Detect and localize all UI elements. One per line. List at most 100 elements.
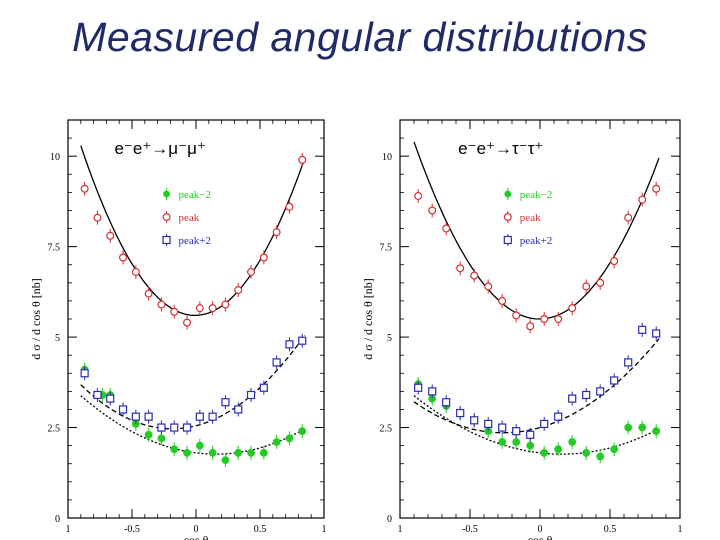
data-point xyxy=(183,448,191,457)
data-point xyxy=(157,434,166,443)
legend-label: peak−2 xyxy=(179,189,211,201)
data-point xyxy=(208,412,217,421)
data-point xyxy=(182,423,192,432)
panel-title: e⁻e⁺→μ⁻μ⁺ xyxy=(114,139,205,158)
x-tick-label: 0.5 xyxy=(604,524,617,535)
data-point xyxy=(624,213,633,222)
data-point xyxy=(208,304,217,313)
x-tick-label: 0 xyxy=(538,524,543,535)
data-point xyxy=(624,358,633,367)
data-point xyxy=(195,304,204,313)
legend-marker xyxy=(162,213,171,222)
data-point xyxy=(414,383,423,392)
data-point xyxy=(298,155,307,164)
legend-label: peak−2 xyxy=(520,189,552,201)
data-point xyxy=(554,445,563,454)
fit-curve-peak+2 xyxy=(413,338,660,434)
data-point xyxy=(526,322,535,331)
data-point xyxy=(259,383,268,392)
data-point xyxy=(195,441,204,450)
y-tick-label: 5 xyxy=(387,333,392,344)
x-axis-label: cos θ xyxy=(528,533,553,540)
data-point xyxy=(118,405,128,414)
legend-label: peak+2 xyxy=(179,235,211,247)
y-tick-label: 5 xyxy=(55,333,60,344)
x-tick-label: 1 xyxy=(66,524,71,535)
data-point xyxy=(596,278,605,287)
data-point xyxy=(285,202,294,211)
legend-label: peak+2 xyxy=(520,235,552,247)
fit-curve-peak xyxy=(80,145,306,317)
data-point xyxy=(93,213,102,222)
data-point xyxy=(512,427,521,436)
y-tick-label: 7.5 xyxy=(48,243,61,254)
data-point xyxy=(208,448,217,457)
legend-marker xyxy=(162,235,171,245)
data-point xyxy=(106,231,115,240)
data-point xyxy=(259,448,268,457)
data-point xyxy=(652,427,661,436)
y-tick-label: 0 xyxy=(387,514,392,525)
data-point xyxy=(456,408,465,418)
data-point xyxy=(247,267,256,276)
fit-curve-peak−2 xyxy=(413,395,660,455)
data-point xyxy=(170,307,179,316)
x-axis-label: cos θ xyxy=(184,533,209,540)
data-point xyxy=(221,456,230,465)
slide-title: Measured angular distributions xyxy=(72,14,648,60)
y-axis-label: d σ / d cos θ [nb] xyxy=(29,278,43,360)
data-point xyxy=(638,195,647,204)
data-point xyxy=(428,206,437,215)
legend-marker xyxy=(163,190,170,198)
fit-curve-peak−2 xyxy=(80,395,306,455)
data-point xyxy=(526,441,535,450)
data-point xyxy=(80,184,89,193)
panel-title: e⁻e⁺→τ⁻τ⁺ xyxy=(458,139,543,158)
data-point xyxy=(484,419,493,429)
data-point xyxy=(568,304,577,313)
data-point xyxy=(554,315,563,324)
data-point xyxy=(624,423,633,432)
data-point xyxy=(470,271,479,280)
y-tick-label: 2.5 xyxy=(48,424,61,435)
x-tick-label: -0.5 xyxy=(124,524,140,535)
data-point xyxy=(234,286,243,295)
data-point xyxy=(93,390,102,400)
data-point xyxy=(298,427,307,436)
legend-marker xyxy=(503,213,512,222)
data-point xyxy=(221,300,230,309)
legend-marker xyxy=(503,235,512,245)
data-point xyxy=(285,340,294,349)
fit-curve-peak xyxy=(413,141,660,320)
data-point xyxy=(157,423,166,432)
data-point xyxy=(183,318,192,327)
data-point xyxy=(456,264,465,273)
data-point xyxy=(170,423,179,432)
chart-panel-tautau: 0 2.5 5 7.5 10 1 -0.5 0 0.5 1 cos θ d σ / d cos θ [… xyxy=(361,119,683,540)
data-point xyxy=(442,224,451,233)
plot-frame xyxy=(67,119,325,519)
x-tick-label: 0 xyxy=(194,524,199,535)
data-point xyxy=(610,257,619,266)
data-point xyxy=(638,423,647,432)
chart-panel-mumu: 0 2.5 5 7.5 10 1 -0.5 0 0.5 1 cos θ d σ / d cos θ [… xyxy=(29,119,327,540)
data-point xyxy=(568,394,577,403)
y-tick-label: 0 xyxy=(55,514,60,525)
x-tick-label: 1 xyxy=(678,524,683,535)
data-point xyxy=(540,315,549,324)
data-point xyxy=(596,387,605,396)
data-point xyxy=(221,398,230,407)
data-point xyxy=(498,438,507,446)
data-point xyxy=(272,358,281,367)
data-point xyxy=(234,405,243,414)
data-point xyxy=(526,430,535,439)
data-point xyxy=(144,430,153,439)
y-tick-label: 7.5 xyxy=(380,243,393,254)
data-point xyxy=(195,412,204,421)
data-point xyxy=(259,253,268,262)
data-point xyxy=(568,438,577,446)
data-point xyxy=(131,412,140,421)
data-point xyxy=(272,438,281,446)
data-point xyxy=(144,412,153,421)
data-point xyxy=(596,452,605,461)
